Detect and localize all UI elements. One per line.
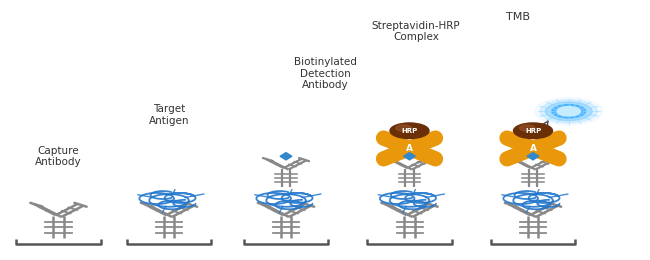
- Circle shape: [390, 123, 429, 139]
- Circle shape: [545, 102, 592, 121]
- Circle shape: [396, 125, 411, 131]
- Text: HRP: HRP: [525, 128, 541, 134]
- Text: Biotinylated
Detection
Antibody: Biotinylated Detection Antibody: [294, 57, 356, 90]
- Circle shape: [519, 125, 535, 131]
- Text: Capture
Antibody: Capture Antibody: [35, 146, 82, 167]
- Polygon shape: [404, 153, 415, 160]
- Circle shape: [535, 98, 603, 125]
- Text: A: A: [530, 145, 536, 153]
- Polygon shape: [280, 153, 292, 160]
- Polygon shape: [527, 153, 539, 160]
- Text: Streptavidin-HRP
Complex: Streptavidin-HRP Complex: [372, 21, 460, 42]
- Circle shape: [540, 100, 597, 123]
- Text: Target
Antigen: Target Antigen: [149, 104, 189, 126]
- Circle shape: [514, 123, 552, 139]
- Text: TMB: TMB: [506, 12, 530, 22]
- Circle shape: [526, 146, 540, 151]
- Circle shape: [402, 146, 417, 151]
- Text: HRP: HRP: [402, 128, 417, 134]
- Circle shape: [557, 107, 580, 116]
- Circle shape: [552, 105, 586, 118]
- Text: A: A: [406, 145, 413, 153]
